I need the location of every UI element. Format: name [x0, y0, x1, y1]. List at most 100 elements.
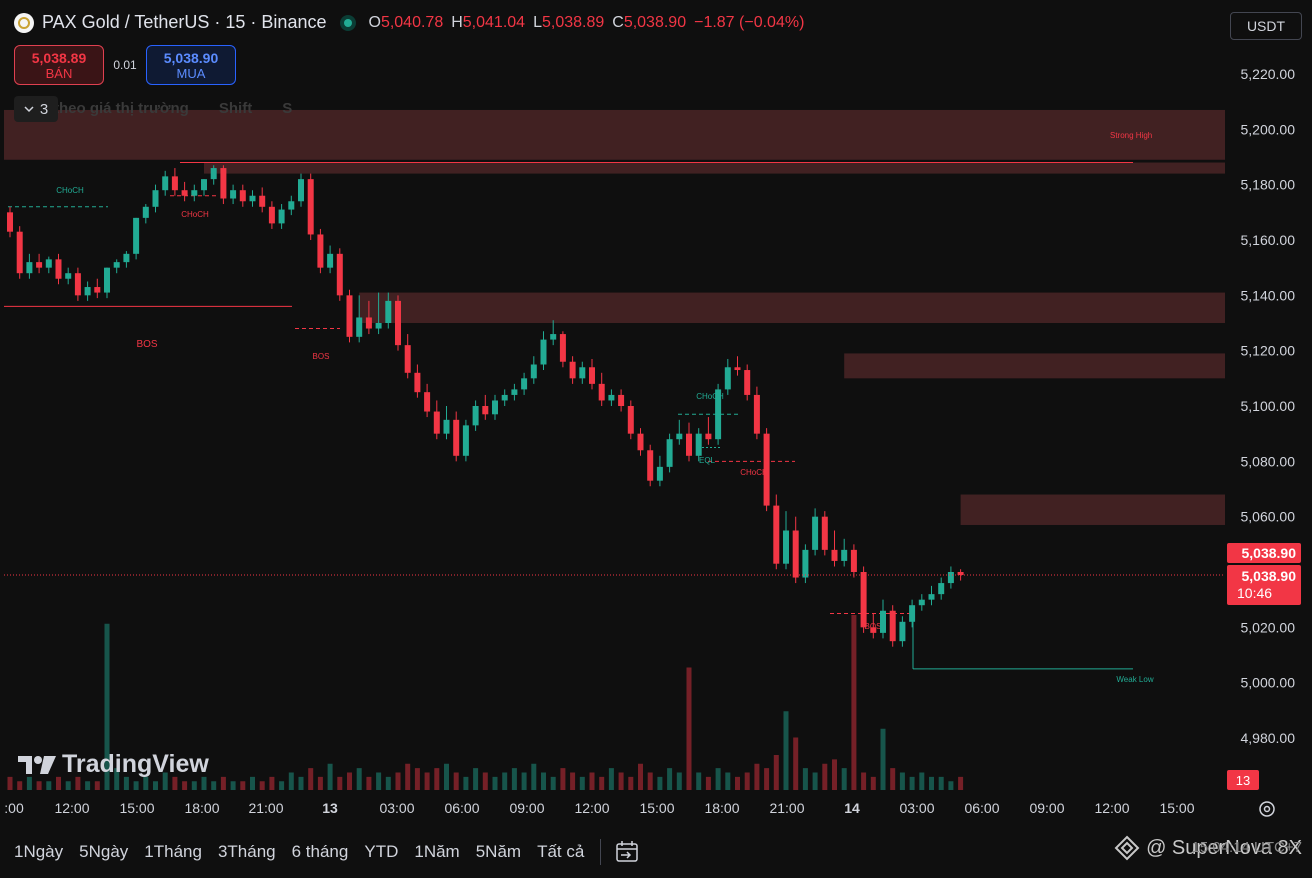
- volume-bar: [395, 772, 401, 790]
- buy-button[interactable]: 5,038.90 MUA: [146, 45, 236, 85]
- structure-label: BOS: [136, 339, 157, 350]
- sell-button[interactable]: 5,038.89 BÁN: [14, 45, 104, 85]
- currency-selector[interactable]: USDT: [1230, 12, 1302, 40]
- volume-bar: [444, 763, 449, 790]
- candle: [104, 267, 110, 293]
- symbol-header: PAX Gold / TetherUS · 15 · Binance O5,04…: [14, 12, 804, 33]
- structure-label: CHoCH: [696, 392, 724, 401]
- volume-bar: [288, 772, 294, 790]
- candle: [744, 370, 751, 395]
- candle: [695, 433, 702, 456]
- x-axis-tick-label: 09:00: [509, 800, 544, 816]
- candle: [133, 217, 140, 254]
- volume-bar: [453, 772, 459, 790]
- y-axis-tick-label: 5,180.00: [1241, 177, 1296, 193]
- candle: [230, 190, 237, 199]
- settings-icon[interactable]: [1259, 801, 1275, 817]
- channel-watermark: @ SuperNova 8X 15:04:14 UTC+7: [1114, 835, 1302, 861]
- x-axis-tick-label: 15:00: [1159, 800, 1194, 816]
- indicators-count: 3: [39, 100, 49, 118]
- range-ytd[interactable]: YTD: [364, 841, 399, 861]
- volume-bar: [250, 776, 255, 790]
- volume-bar: [75, 776, 81, 790]
- volume-bar: [104, 623, 110, 790]
- ohlc-close-key: C: [612, 13, 624, 31]
- volume-bar: [783, 711, 789, 790]
- volume-bar: [356, 768, 362, 790]
- candle: [608, 394, 615, 401]
- candle: [462, 425, 469, 456]
- sell-price: 5,038.89: [31, 49, 87, 66]
- symbol-title[interactable]: PAX Gold / TetherUS · 15 · Binance: [42, 12, 327, 32]
- candle: [424, 392, 431, 412]
- volume-bar: [696, 772, 702, 790]
- volume-bar: [220, 776, 226, 790]
- market-open-icon[interactable]: [340, 14, 357, 31]
- volume-bar: [531, 763, 537, 790]
- volume-bar: [861, 772, 867, 790]
- range-all[interactable]: Tất cả: [537, 841, 585, 861]
- ohlc-open-key: O: [368, 13, 381, 31]
- candle: [647, 450, 654, 481]
- go-to-date-icon[interactable]: [615, 840, 641, 864]
- candle: [36, 262, 43, 268]
- ohlc-low-key: L: [533, 13, 542, 31]
- volume-bar: [841, 768, 847, 790]
- toolbar-divider: [600, 838, 602, 865]
- last-price-tag: [1227, 543, 1301, 563]
- x-axis-tick-label: 03:00: [899, 800, 934, 816]
- volume-bar: [579, 776, 585, 790]
- candle: [482, 406, 489, 415]
- range-5y[interactable]: 5Năm: [475, 841, 522, 861]
- volume-bar: [919, 772, 925, 790]
- range-1y[interactable]: 1Năm: [414, 841, 460, 861]
- volume-bar: [754, 763, 760, 790]
- volume-bar: [434, 768, 440, 790]
- range-5d[interactable]: 5Ngày: [79, 841, 129, 861]
- volume-bar: [560, 768, 566, 790]
- candle: [734, 367, 741, 371]
- last-price-tag-text: 5,038.90: [1242, 545, 1297, 561]
- candle: [589, 367, 595, 384]
- indicators-toggle[interactable]: 3: [14, 96, 58, 122]
- range-1m[interactable]: 1Tháng: [144, 841, 202, 861]
- range-6m[interactable]: 6 tháng: [291, 841, 349, 861]
- volume-bar: [793, 737, 799, 790]
- x-axis-tick-label: 15:00: [119, 800, 154, 816]
- clock[interactable]: 15:04:14 UTC+7: [1191, 839, 1303, 856]
- structure-label: BOS: [313, 352, 330, 361]
- volume-bar: [191, 781, 197, 790]
- candle: [947, 572, 954, 584]
- range-1d[interactable]: 1Ngày: [14, 841, 64, 861]
- candle: [521, 378, 528, 390]
- candle: [74, 273, 81, 296]
- range-3m[interactable]: 3Tháng: [217, 841, 276, 861]
- volume-bar: [36, 781, 42, 790]
- volume-bar: [94, 781, 100, 790]
- candle: [346, 295, 353, 337]
- ghost-order-hint: theo giá thị trường Shift S: [54, 100, 292, 117]
- volume-bar: [46, 781, 52, 790]
- volume-tag-text: 13: [1236, 773, 1250, 788]
- candle: [938, 583, 945, 595]
- volume-bar: [473, 768, 479, 790]
- volume-bar: [308, 768, 314, 790]
- volume-bar: [366, 776, 372, 790]
- candle: [375, 323, 382, 329]
- bottom-toolbar: 1Ngày 5Ngày 1Tháng 3Tháng 6 tháng YTD 1N…: [0, 830, 1312, 873]
- volume-bar: [123, 776, 129, 790]
- volume-bar: [822, 763, 828, 790]
- candle: [7, 212, 13, 232]
- x-axis-tick-label: 06:00: [444, 800, 479, 816]
- candle: [850, 549, 857, 572]
- candle: [753, 394, 760, 434]
- volume-bar: [17, 781, 23, 790]
- candle: [841, 549, 848, 561]
- volume-bar: [240, 781, 246, 790]
- volume-bar: [143, 776, 149, 790]
- volume-bar: [414, 768, 420, 790]
- y-axis-tick-label: 5,120.00: [1241, 343, 1296, 359]
- volume-bar: [725, 772, 731, 790]
